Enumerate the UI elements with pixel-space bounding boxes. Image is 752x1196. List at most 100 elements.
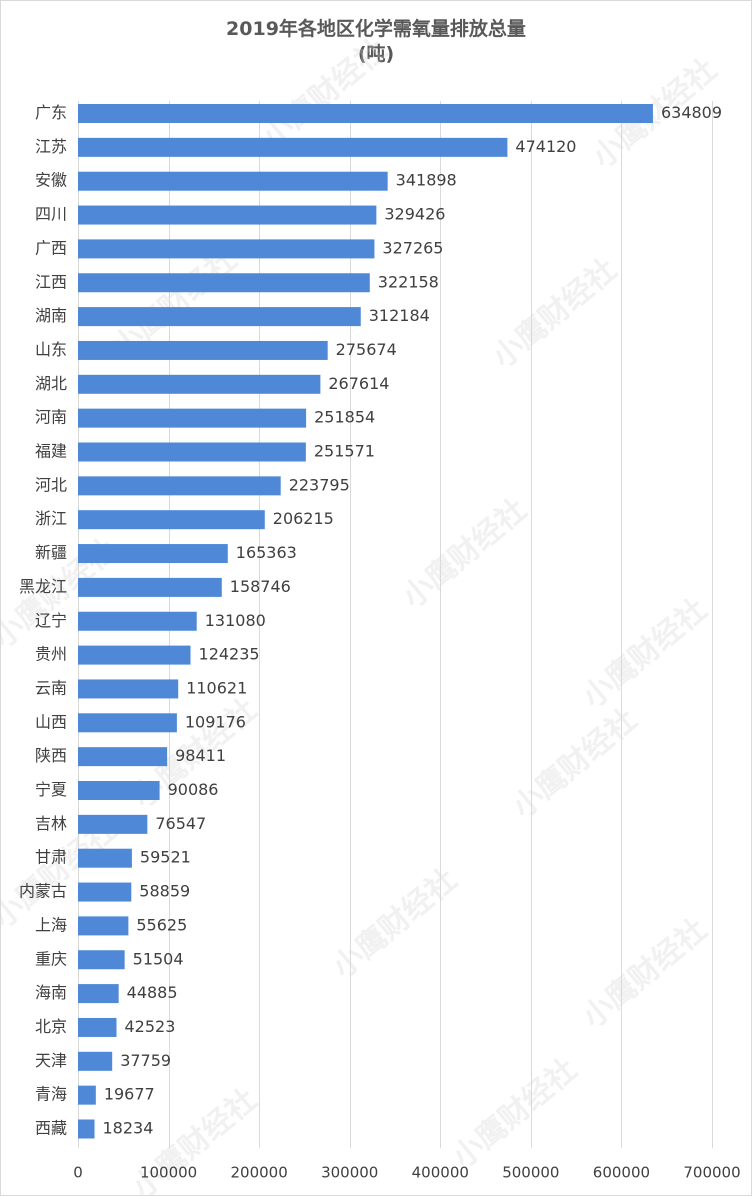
data-label: 98411 xyxy=(175,746,226,765)
watermark-text: 小鹰财经社 xyxy=(326,862,463,985)
category-label: 河南 xyxy=(35,408,67,427)
bar xyxy=(78,137,508,157)
x-tick-label: 0 xyxy=(73,1164,83,1182)
data-label: 109176 xyxy=(185,712,246,731)
category-label: 贵州 xyxy=(35,645,67,664)
bar xyxy=(78,340,328,360)
data-label: 206215 xyxy=(273,509,334,528)
x-tick-label: 500000 xyxy=(502,1164,559,1182)
bar xyxy=(78,408,307,428)
category-label: 天津 xyxy=(35,1051,67,1070)
x-tick-label: 400000 xyxy=(412,1164,469,1182)
bar xyxy=(78,679,179,699)
category-label: 辽宁 xyxy=(35,611,67,630)
chart-title: 2019年各地区化学需氧量排放总量 xyxy=(226,18,526,40)
category-label: 内蒙古 xyxy=(19,882,67,901)
x-tick-label: 200000 xyxy=(231,1164,288,1182)
category-label: 云南 xyxy=(35,678,67,697)
data-label: 58859 xyxy=(139,882,190,901)
category-label: 吉林 xyxy=(35,814,67,833)
category-label: 江西 xyxy=(35,272,67,291)
bar xyxy=(78,1085,96,1105)
bar xyxy=(78,476,281,496)
bar xyxy=(78,984,119,1004)
data-label: 165363 xyxy=(236,543,297,562)
x-tick-label: 100000 xyxy=(140,1164,197,1182)
bar xyxy=(78,645,191,665)
data-label: 59521 xyxy=(140,848,191,867)
data-label: 251571 xyxy=(314,442,375,461)
data-label: 90086 xyxy=(168,780,219,799)
category-label: 湖北 xyxy=(35,374,67,393)
watermark-text: 小鹰财经社 xyxy=(576,912,713,1035)
bar xyxy=(78,442,306,462)
data-label: 327265 xyxy=(382,238,443,257)
category-label: 广西 xyxy=(35,238,67,257)
data-label: 474120 xyxy=(515,137,576,156)
x-tick-label: 600000 xyxy=(593,1164,650,1182)
data-label: 124235 xyxy=(199,645,260,664)
bar-layer xyxy=(78,104,653,1139)
data-label: 110621 xyxy=(186,678,247,697)
category-label: 宁夏 xyxy=(35,780,67,799)
chart-title-block: 2019年各地区化学需氧量排放总量 (吨) xyxy=(1,17,751,67)
category-label: 上海 xyxy=(35,915,67,934)
watermark-text: 小鹰财经社 xyxy=(486,252,623,375)
category-label: 湖南 xyxy=(35,306,67,325)
watermark-text: 小鹰财经社 xyxy=(396,492,533,615)
data-label: 634809 xyxy=(661,103,722,122)
bar xyxy=(78,577,222,597)
data-label: 341898 xyxy=(396,171,457,190)
category-label: 四川 xyxy=(35,205,67,224)
bar xyxy=(78,239,375,259)
bar xyxy=(78,747,168,767)
category-label: 山西 xyxy=(35,712,67,731)
category-label: 福建 xyxy=(35,442,67,461)
bar xyxy=(78,611,197,631)
category-label: 西藏 xyxy=(35,1119,67,1138)
x-tick-label: 300000 xyxy=(321,1164,378,1182)
data-label: 322158 xyxy=(378,272,439,291)
bar xyxy=(78,848,132,868)
watermark-text: 小鹰财经社 xyxy=(446,1052,583,1175)
bar xyxy=(78,882,132,902)
bar xyxy=(78,1119,95,1139)
data-label: 19677 xyxy=(104,1085,155,1104)
watermark-text: 小鹰财经社 xyxy=(256,32,393,155)
bar xyxy=(78,781,160,800)
category-label: 黑龙江 xyxy=(19,577,67,596)
watermark-text: 小鹰财经社 xyxy=(506,702,643,825)
category-label: 新疆 xyxy=(35,543,67,562)
bar xyxy=(78,307,361,327)
data-label: 55625 xyxy=(136,915,187,934)
data-label: 44885 xyxy=(127,983,178,1002)
data-label: 275674 xyxy=(336,340,397,359)
bar xyxy=(78,510,265,530)
x-axis-ticks: 0 100000 200000 300000 400000 500000 600000 700… xyxy=(73,1164,740,1182)
bar xyxy=(78,713,177,733)
data-label: 223795 xyxy=(289,475,350,494)
category-label: 甘肃 xyxy=(35,848,67,867)
category-label: 海南 xyxy=(35,983,67,1002)
data-label: 42523 xyxy=(125,1017,176,1036)
category-label: 北京 xyxy=(35,1017,67,1036)
data-label: 158746 xyxy=(230,577,291,596)
chart-subtitle: (吨) xyxy=(357,43,395,65)
category-label: 山东 xyxy=(35,340,67,359)
data-label: 51504 xyxy=(133,949,184,968)
category-label: 陕西 xyxy=(35,746,67,765)
bar xyxy=(78,1017,117,1037)
data-label: 131080 xyxy=(205,611,266,630)
data-label: 18234 xyxy=(103,1119,154,1138)
x-tick-label: 700000 xyxy=(683,1164,740,1182)
bar xyxy=(78,950,125,970)
bar xyxy=(78,916,129,936)
bar xyxy=(78,544,228,564)
category-label: 重庆 xyxy=(35,949,67,968)
bar xyxy=(78,1051,113,1071)
bar xyxy=(78,814,148,834)
data-label: 37759 xyxy=(120,1051,171,1070)
data-label: 251854 xyxy=(314,408,375,427)
